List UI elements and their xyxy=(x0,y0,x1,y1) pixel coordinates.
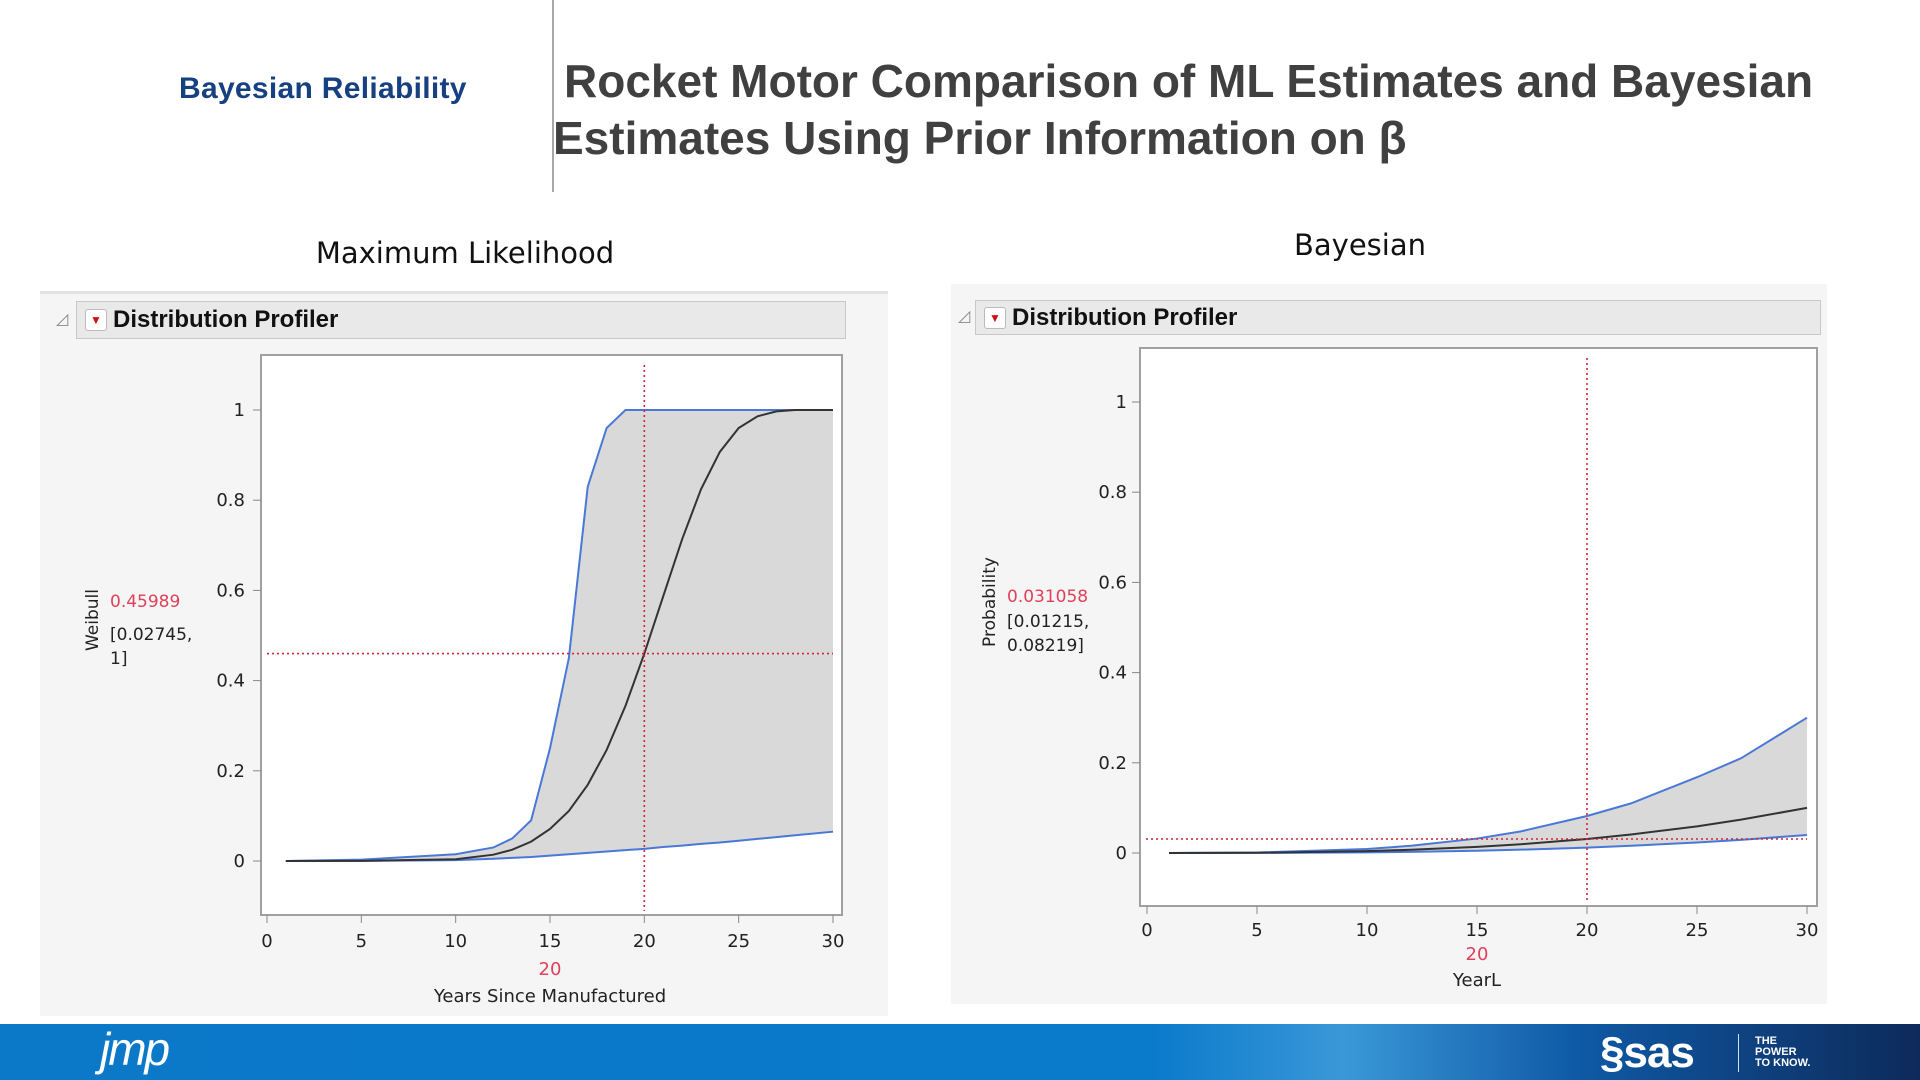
bayesian-profiler-chart[interactable]: 00.20.40.60.810 5 10 15 20 25 3020YearLProbabi… xyxy=(951,340,1827,1010)
upper-bound-line xyxy=(1168,716,1808,854)
slide-title-line2: Estimates Using Prior Information on β xyxy=(553,112,1407,164)
sas-tagline: THE POWER TO KNOW. xyxy=(1755,1035,1811,1069)
y-axis-label: Probability xyxy=(980,557,1000,647)
red-triangle-menu-icon[interactable]: ▼ xyxy=(85,309,107,331)
x-tick-label: 15 xyxy=(539,931,562,952)
confidence-interval-end: 0.08219] xyxy=(1007,636,1084,656)
profiler-title: Distribution Profiler xyxy=(1012,303,1238,331)
y-tick-label: 0.8 xyxy=(1098,482,1127,503)
y-tick-label: 0 xyxy=(234,851,245,872)
upper-bound-line xyxy=(285,409,833,862)
bayesian-profiler-header[interactable]: ▼ Distribution Profiler xyxy=(975,300,1821,335)
current-y-value: 0.45989 xyxy=(110,592,180,612)
footer-bar xyxy=(0,1024,1920,1080)
y-tick-label: 1 xyxy=(1116,392,1127,413)
current-x-value: 20 xyxy=(539,959,562,980)
y-tick-label: 0.8 xyxy=(216,490,245,511)
x-tick-label: 10 xyxy=(1356,920,1379,941)
x-tick-label: 20 xyxy=(1576,920,1599,941)
jmp-logo: jmp xyxy=(100,1023,170,1075)
header-divider xyxy=(552,0,554,192)
ml-profiler-header[interactable]: ▼ Distribution Profiler xyxy=(76,301,846,339)
y-tick-label: 0.4 xyxy=(216,671,245,692)
x-axis-label: Years Since Manufactured xyxy=(433,986,666,1007)
x-tick-label: 30 xyxy=(822,931,845,952)
x-tick-label: 25 xyxy=(1686,920,1709,941)
y-tick-label: 0.4 xyxy=(1098,663,1127,684)
confidence-interval-start: [0.02745, xyxy=(110,625,192,645)
estimate-line xyxy=(285,409,833,862)
y-tick-label: 0.2 xyxy=(216,761,245,782)
y-tick-label: 0.6 xyxy=(1098,572,1127,593)
y-tick-label: 0.6 xyxy=(216,580,245,601)
red-triangle-menu-icon[interactable]: ▼ xyxy=(984,306,1006,329)
y-tick-label: 1 xyxy=(234,400,245,421)
x-tick-label: 20 xyxy=(633,931,656,952)
lower-bound-line xyxy=(285,830,834,862)
x-tick-label: 5 xyxy=(1251,920,1262,941)
brand-label: Bayesian Reliability xyxy=(179,72,467,105)
current-x-value: 20 xyxy=(1466,944,1489,965)
x-tick-label: 0 xyxy=(261,931,272,952)
profiler-title: Distribution Profiler xyxy=(113,306,339,333)
slide-title-line1: Rocket Motor Comparison of ML Estimates … xyxy=(564,55,1814,107)
x-axis-label: YearL xyxy=(1452,970,1501,991)
confidence-interval-start: [0.01215, xyxy=(1007,612,1089,632)
x-tick-label: 15 xyxy=(1466,920,1489,941)
ml-subtitle: Maximum Likelihood xyxy=(315,236,615,270)
x-tick-label: 10 xyxy=(444,931,467,952)
y-axis-label: Weibull xyxy=(83,589,103,651)
current-y-value: 0.031058 xyxy=(1007,587,1088,607)
y-tick-label: 0.2 xyxy=(1098,753,1127,774)
confidence-band xyxy=(1169,717,1807,853)
x-tick-label: 30 xyxy=(1796,920,1819,941)
x-tick-label: 5 xyxy=(356,931,367,952)
confidence-interval-end: 1] xyxy=(110,649,127,669)
confidence-band xyxy=(285,410,833,861)
y-tick-label: 0 xyxy=(1116,843,1127,864)
disclosure-triangle-icon[interactable]: ◿ xyxy=(958,308,971,325)
x-tick-label: 25 xyxy=(727,931,750,952)
sas-logo: §sas xyxy=(1600,1028,1695,1077)
bayesian-subtitle: Bayesian xyxy=(1294,228,1426,262)
disclosure-triangle-icon[interactable]: ◿ xyxy=(56,311,69,328)
x-tick-label: 0 xyxy=(1141,920,1152,941)
logo-divider xyxy=(1738,1034,1739,1072)
estimate-line xyxy=(1168,806,1808,854)
